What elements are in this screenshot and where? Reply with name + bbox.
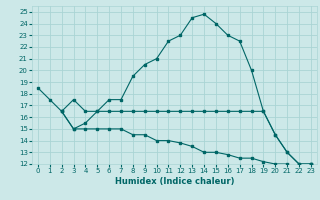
X-axis label: Humidex (Indice chaleur): Humidex (Indice chaleur) bbox=[115, 177, 234, 186]
